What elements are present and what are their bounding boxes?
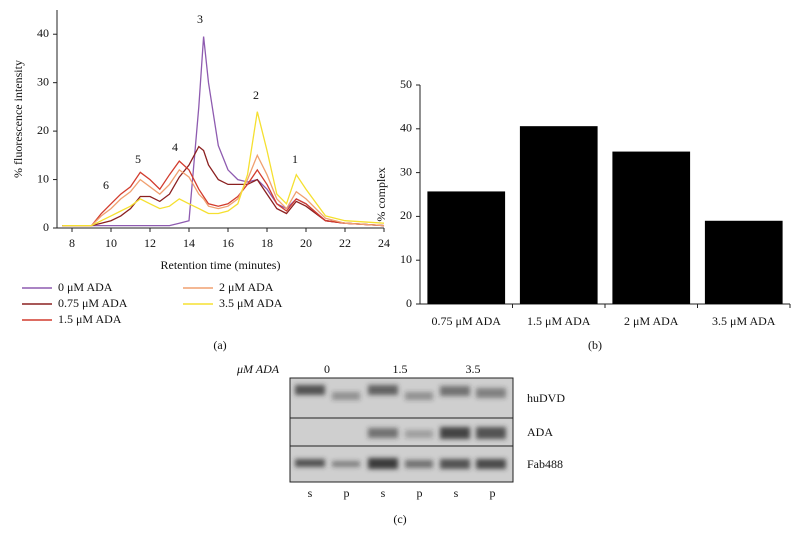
- x-tick-label: 1.5 μM ADA: [527, 314, 591, 328]
- y-tick-label: 0: [43, 220, 49, 234]
- x-tick-label: 12: [144, 236, 156, 250]
- peak-label: 3: [197, 12, 203, 26]
- series-line: [62, 145, 385, 227]
- x-tick-label: 22: [339, 236, 351, 250]
- concentration-label: 3.5: [466, 362, 481, 376]
- legend-label: 0 μM ADA: [58, 280, 113, 294]
- series-line: [62, 36, 385, 227]
- y-tick-label: 30: [400, 164, 412, 178]
- y-tick-label: 20: [37, 123, 49, 137]
- x-axis-label: Retention time (minutes): [161, 258, 281, 272]
- x-tick-label: 0.75 μM ADA: [432, 314, 502, 328]
- y-tick-label: 40: [37, 26, 49, 40]
- y-tick-label: 10: [37, 171, 49, 185]
- bar: [704, 220, 783, 304]
- peak-label: 5: [135, 152, 141, 166]
- series-line: [62, 111, 385, 227]
- legend-label: 3.5 μM ADA: [219, 296, 283, 310]
- y-axis-label: % fluorescence intensity: [11, 60, 25, 178]
- lane-label: s: [381, 486, 386, 500]
- x-tick-label: 3.5 μM ADA: [712, 314, 776, 328]
- gel-row-header: μM ADA: [236, 362, 280, 376]
- x-tick-label: 8: [69, 236, 75, 250]
- peak-label: 2: [253, 88, 259, 102]
- bar: [427, 191, 506, 304]
- panel-label: (b): [588, 338, 602, 352]
- lane-label: s: [308, 486, 313, 500]
- y-tick-label: 10: [400, 252, 412, 266]
- x-tick-label: 20: [300, 236, 312, 250]
- lane-label: p: [417, 486, 423, 500]
- panel-label: (c): [393, 512, 406, 526]
- series-line: [62, 160, 385, 227]
- legend-label: 0.75 μM ADA: [58, 296, 128, 310]
- panel-label: (a): [213, 338, 226, 352]
- bar: [612, 151, 691, 304]
- peak-label: 1: [292, 152, 298, 166]
- lane-label: p: [344, 486, 350, 500]
- peak-label: 6: [103, 178, 109, 192]
- concentration-label: 0: [324, 362, 330, 376]
- x-tick-label: 2 μM ADA: [624, 314, 679, 328]
- lane-label: s: [454, 486, 459, 500]
- x-tick-label: 16: [222, 236, 234, 250]
- legend-label: 1.5 μM ADA: [58, 312, 122, 326]
- x-tick-label: 18: [261, 236, 273, 250]
- concentration-label: 1.5: [393, 362, 408, 376]
- y-axis-label: % complex: [374, 167, 388, 221]
- series-line: [62, 153, 385, 227]
- peak-label: 4: [172, 140, 178, 154]
- band-label: ADA: [527, 425, 553, 439]
- band-label: Fab488: [527, 457, 563, 471]
- y-tick-label: 20: [400, 208, 412, 222]
- band-label: huDVD: [527, 391, 565, 405]
- lane-label: p: [490, 486, 496, 500]
- legend-label: 2 μM ADA: [219, 280, 274, 294]
- y-tick-label: 50: [400, 77, 412, 91]
- x-tick-label: 14: [183, 236, 195, 250]
- y-tick-label: 40: [400, 121, 412, 135]
- y-tick-label: 30: [37, 74, 49, 88]
- gel-image: [289, 377, 514, 483]
- x-tick-label: 24: [378, 236, 390, 250]
- y-tick-label: 0: [406, 296, 412, 310]
- bar: [519, 126, 598, 304]
- x-tick-label: 10: [105, 236, 117, 250]
